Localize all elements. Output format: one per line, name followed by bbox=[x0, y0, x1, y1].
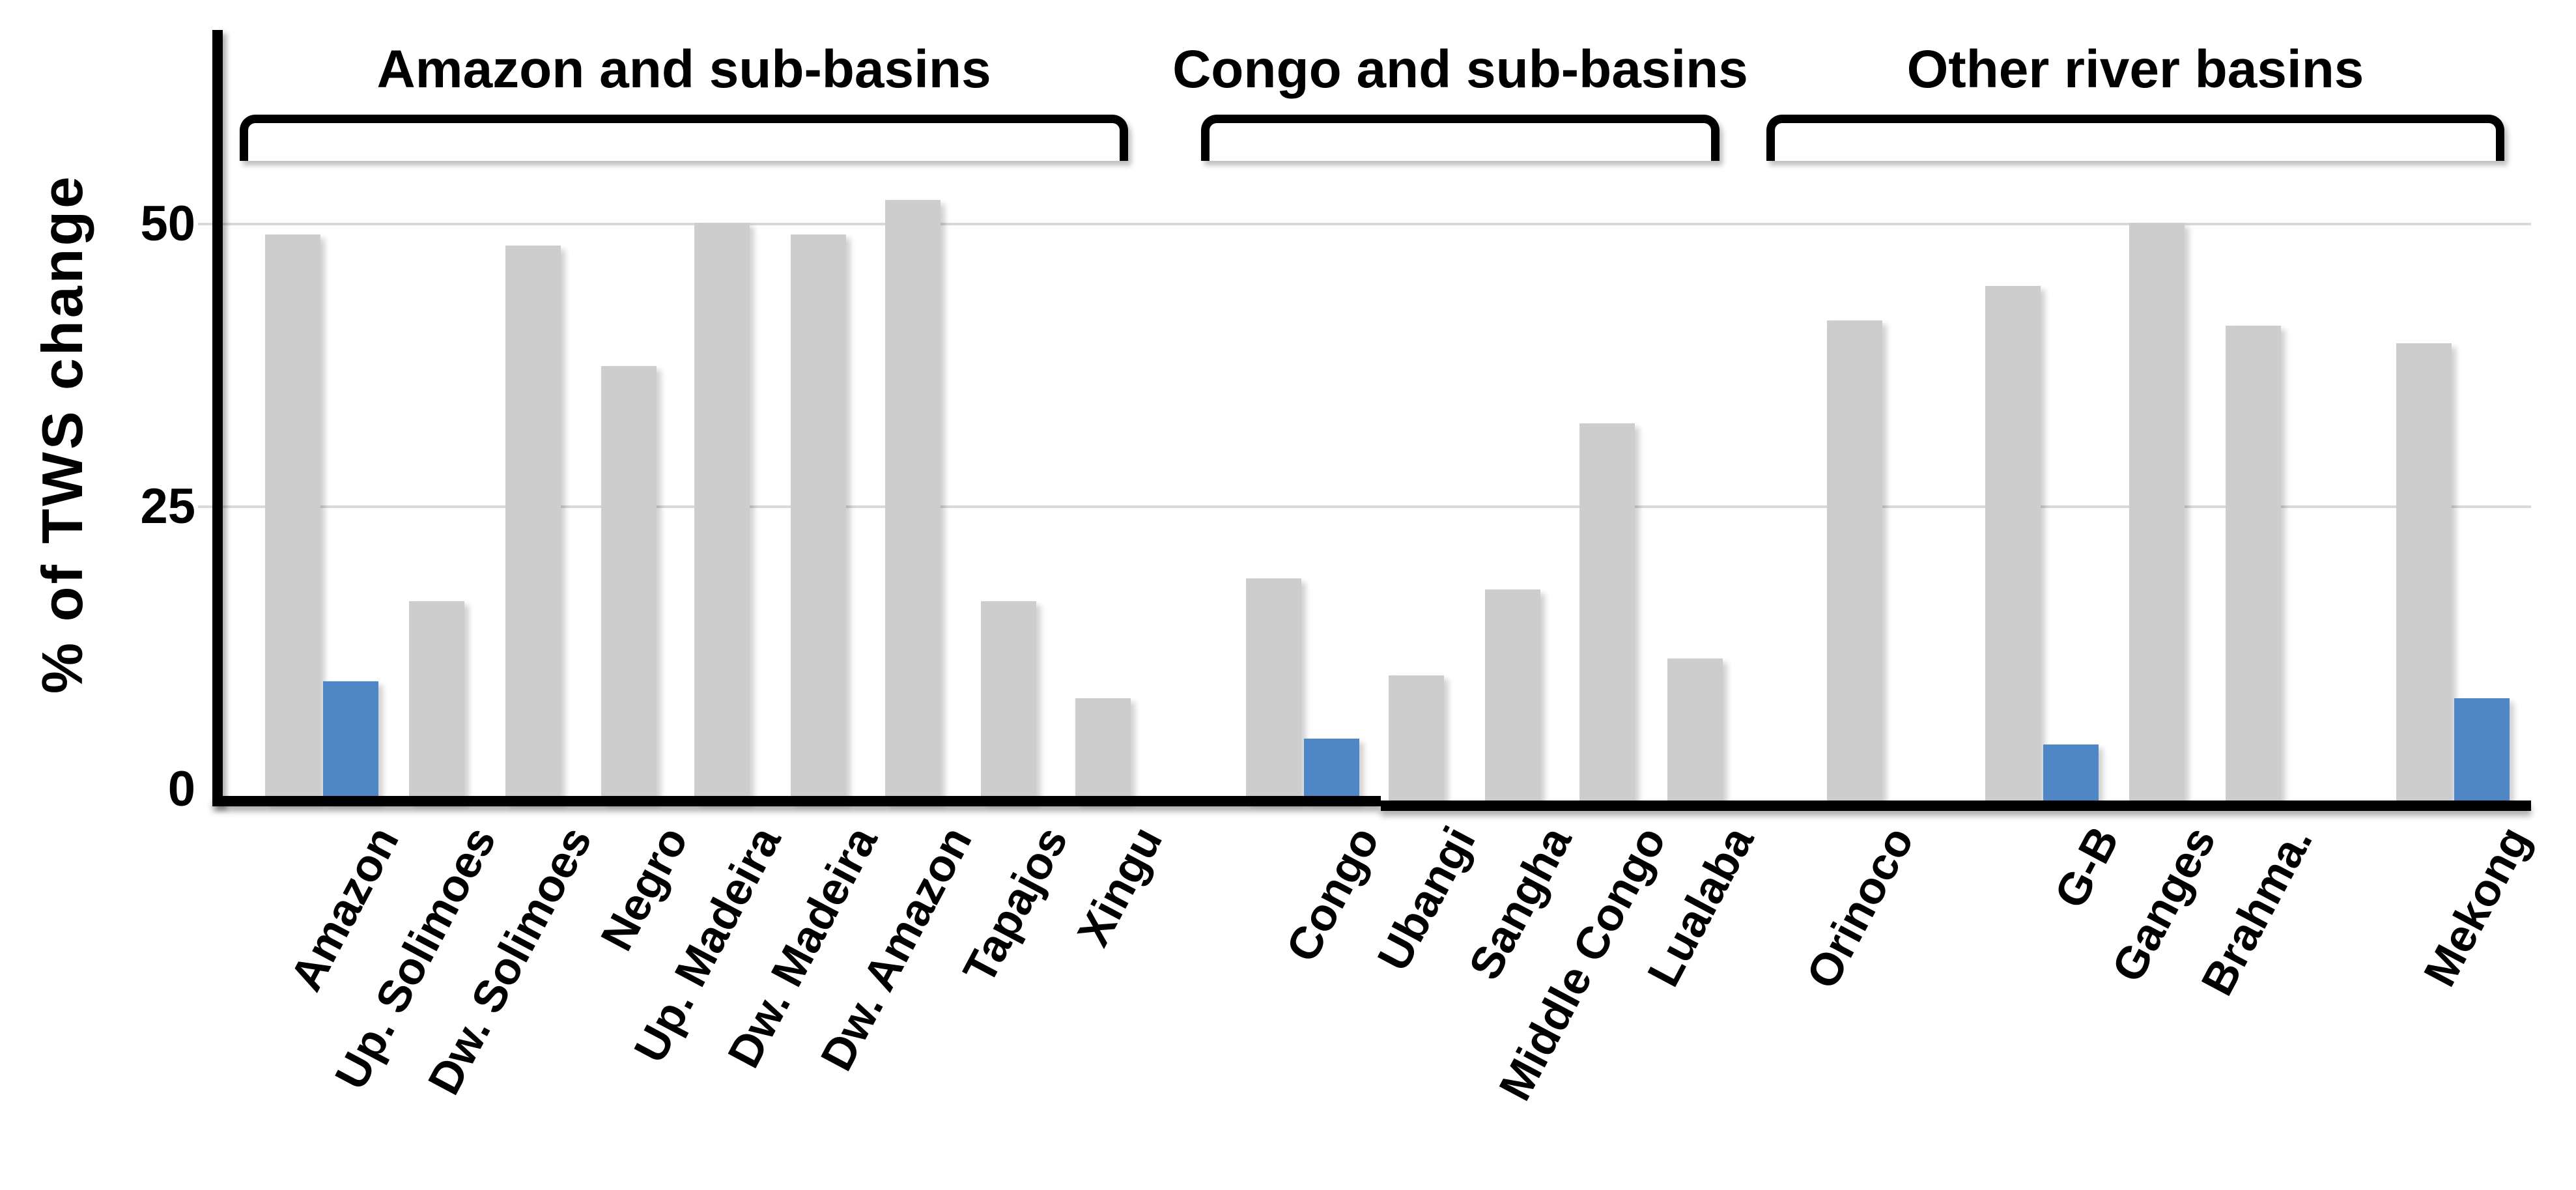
bar-gray-xingu bbox=[1075, 698, 1131, 802]
group-title-other-river-basins: Other river basins bbox=[1906, 40, 2364, 99]
group-bracket-amazon-and-sub-basins bbox=[240, 115, 1128, 161]
bar-gray-tapajos bbox=[981, 601, 1036, 802]
bar-blue-g-b bbox=[2043, 744, 2099, 802]
group-title-congo-and-sub-basins: Congo and sub-basins bbox=[1172, 40, 1748, 99]
bar-blue-congo bbox=[1304, 739, 1359, 802]
y-tick-label-25: 25 bbox=[140, 479, 195, 534]
group-bracket-congo-and-sub-basins bbox=[1201, 115, 1720, 161]
gridline-50 bbox=[198, 223, 2531, 225]
bar-gray-amazon bbox=[265, 234, 320, 802]
bar-gray-middle-congo bbox=[1579, 423, 1635, 802]
bar-gray-orinoco bbox=[1827, 320, 1882, 802]
bar-gray-mekong bbox=[2396, 343, 2452, 802]
y-axis-title: % of TWS change bbox=[30, 173, 94, 694]
gridline-25 bbox=[198, 505, 2531, 508]
bar-gray-g-b bbox=[1985, 285, 2041, 802]
bar-gray-negro bbox=[601, 366, 657, 802]
bar-gray-up-madeira bbox=[694, 223, 750, 802]
x-axis-line-right-segment bbox=[1381, 800, 2531, 811]
bar-gray-sangha bbox=[1485, 589, 1540, 802]
x-axis-label-xingu: Xingu bbox=[1067, 818, 1172, 954]
bar-blue-amazon bbox=[323, 681, 378, 802]
bar-gray-ganges bbox=[2129, 223, 2185, 802]
bar-gray-dw-madeira bbox=[791, 234, 846, 802]
y-tick-label-50: 50 bbox=[140, 196, 195, 251]
bar-gray-up-solimoes bbox=[409, 601, 464, 802]
bar-gray-ubangi bbox=[1389, 675, 1444, 802]
x-axis-line-left-segment bbox=[212, 796, 1381, 806]
group-bracket-other-river-basins bbox=[1766, 115, 2504, 161]
y-axis-line bbox=[212, 30, 223, 806]
x-axis-label-mekong: Mekong bbox=[2413, 818, 2540, 995]
y-tick-label-0: 0 bbox=[167, 761, 195, 817]
x-axis-label-orinoco: Orinoco bbox=[1796, 818, 1923, 997]
bar-gray-congo bbox=[1246, 578, 1301, 802]
bar-gray-dw-solimoes bbox=[505, 246, 561, 802]
bar-gray-brahma bbox=[2226, 326, 2281, 802]
bar-blue-mekong bbox=[2454, 698, 2510, 802]
bar-gray-lualaba bbox=[1667, 658, 1723, 802]
bar-gray-dw-amazon bbox=[885, 199, 941, 802]
group-title-amazon-and-sub-basins: Amazon and sub-basins bbox=[376, 40, 991, 99]
x-axis-label-g-b: G-B bbox=[2044, 818, 2129, 916]
